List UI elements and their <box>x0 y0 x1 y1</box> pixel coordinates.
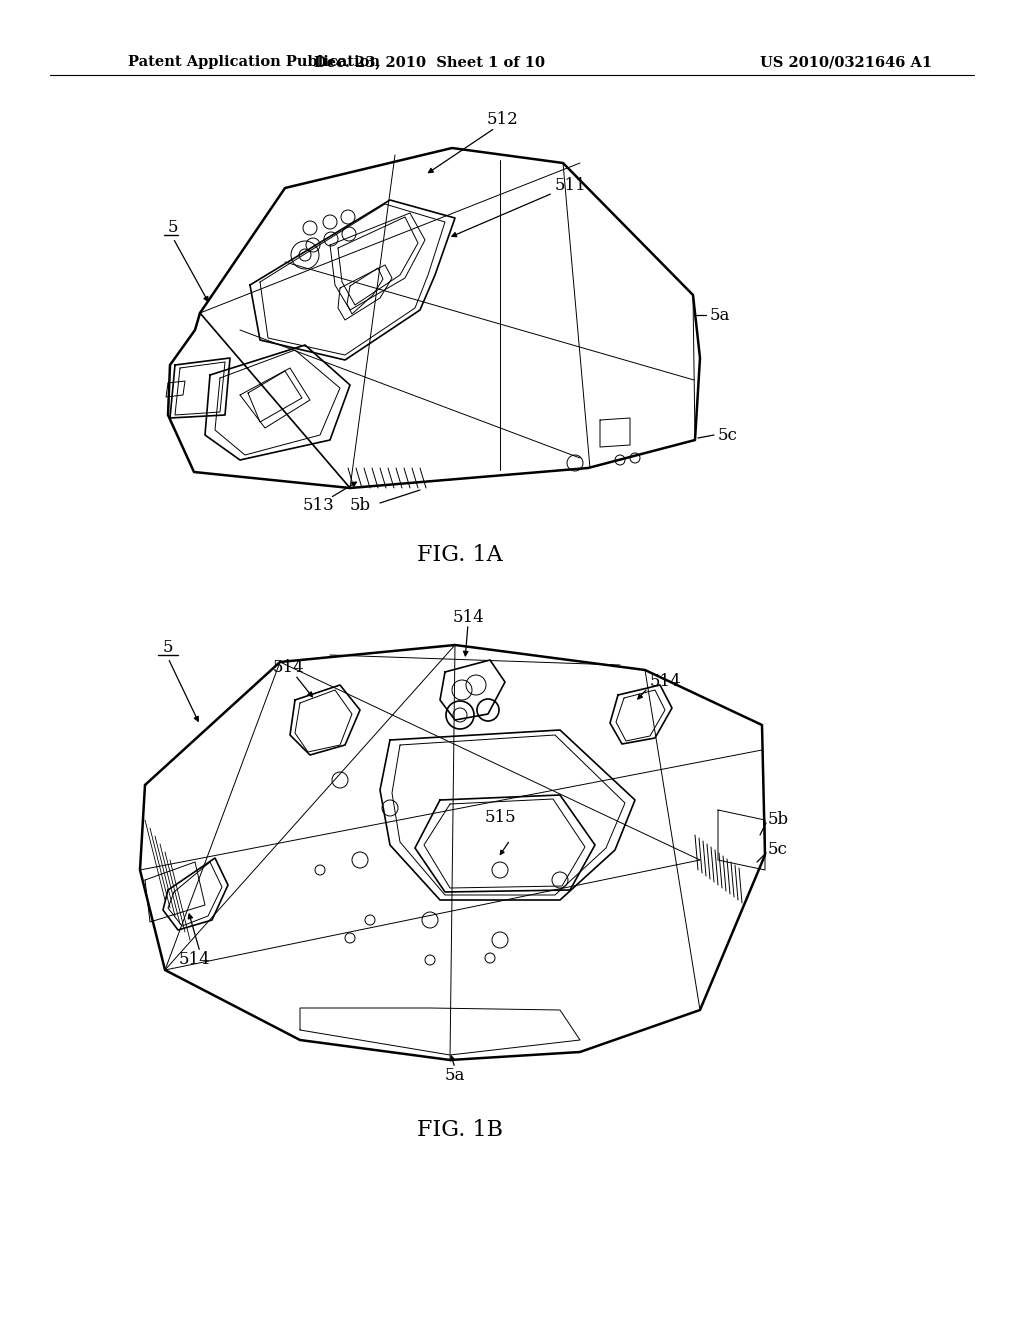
Text: 5a: 5a <box>444 1067 465 1084</box>
Text: 5: 5 <box>168 219 178 236</box>
Text: 514: 514 <box>650 673 682 690</box>
Text: 514: 514 <box>179 952 211 969</box>
Text: 514: 514 <box>453 609 484 626</box>
Text: 513: 513 <box>302 496 334 513</box>
Text: 512: 512 <box>486 111 518 128</box>
Text: 5: 5 <box>163 639 173 656</box>
Text: 5c: 5c <box>768 842 787 858</box>
Text: 5a: 5a <box>710 306 730 323</box>
Text: 5b: 5b <box>349 496 371 513</box>
Text: Dec. 23, 2010  Sheet 1 of 10: Dec. 23, 2010 Sheet 1 of 10 <box>314 55 546 69</box>
Text: FIG. 1A: FIG. 1A <box>417 544 503 566</box>
Text: 515: 515 <box>484 809 516 826</box>
Text: 514: 514 <box>272 660 304 676</box>
Text: Patent Application Publication: Patent Application Publication <box>128 55 380 69</box>
Text: US 2010/0321646 A1: US 2010/0321646 A1 <box>760 55 932 69</box>
Text: FIG. 1B: FIG. 1B <box>417 1119 503 1140</box>
Text: 5c: 5c <box>718 426 738 444</box>
Text: 511: 511 <box>555 177 587 194</box>
Text: 5b: 5b <box>768 812 790 829</box>
